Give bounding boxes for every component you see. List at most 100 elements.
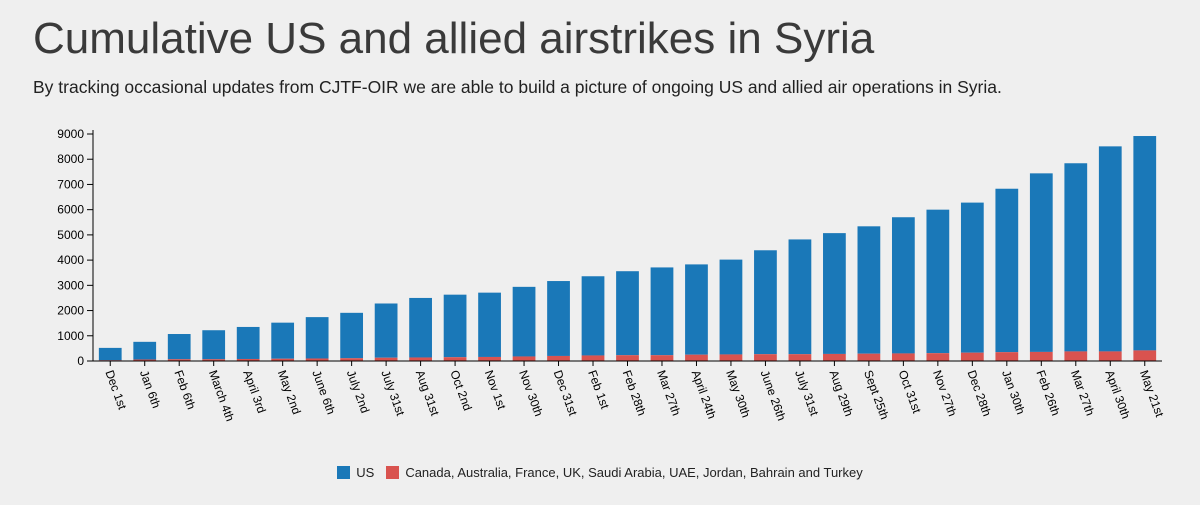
x-tick-label: Feb 26th	[1033, 368, 1062, 417]
bar-us	[167, 334, 191, 360]
bar-us	[926, 209, 950, 354]
x-tick-label: June 26th	[758, 368, 789, 422]
x-tick-label: Nov 1st	[482, 368, 509, 412]
bar-allies	[1098, 351, 1122, 361]
bar-us	[685, 264, 708, 355]
x-tick-label: Mar 27th	[1068, 368, 1097, 417]
bar-allies	[616, 355, 639, 361]
x-tick-label: Feb 6th	[171, 368, 198, 411]
x-tick-label: April 3rd	[240, 368, 268, 415]
bar-allies	[443, 357, 467, 361]
bar-us	[650, 267, 674, 356]
x-tick-label: Oct 2nd	[447, 368, 475, 412]
bar-us	[823, 233, 846, 354]
bar-allies	[1029, 351, 1053, 361]
bar-us	[512, 286, 536, 357]
x-tick-label: Nov 27th	[930, 368, 960, 418]
bar-us	[1133, 136, 1157, 351]
bar-us	[891, 217, 915, 354]
x-tick-label: Jan 6th	[137, 368, 164, 410]
bar-us	[340, 312, 364, 359]
x-tick-label: Dec 31st	[551, 368, 581, 418]
stacked-bar-chart: 0 1000 2000 3000 4000 5000 6000 7000 8000 9000 De…	[57, 127, 1167, 423]
x-tick-label: May 2nd	[275, 368, 304, 416]
bar-allies	[891, 353, 915, 361]
bar-allies	[788, 354, 812, 361]
x-tick-label: April 24th	[689, 368, 719, 420]
bar-us	[98, 347, 122, 361]
bar-allies	[133, 359, 157, 361]
y-tick-label: 4000	[57, 253, 84, 267]
x-tick-label: March 4th	[206, 368, 237, 423]
bar-us	[271, 322, 295, 359]
x-tick-label: July 31st	[792, 368, 822, 418]
bar-us	[374, 303, 398, 358]
bar-us	[443, 294, 467, 358]
bar-us	[547, 281, 570, 356]
x-tick-label: Feb 1st	[585, 368, 612, 411]
x-tick-label: Dec 1st	[102, 368, 129, 412]
y-tick-label: 6000	[57, 203, 84, 217]
legend-swatch-us	[337, 466, 351, 479]
bar-allies	[685, 354, 708, 361]
bar-allies	[374, 357, 398, 361]
x-tick-label: July 31st	[378, 368, 408, 418]
bar-allies	[719, 354, 743, 361]
x-tick-label: July 2nd	[344, 368, 372, 415]
bar-us	[1064, 163, 1088, 352]
bar-us	[616, 271, 639, 356]
bar-us	[857, 226, 881, 354]
x-tick-label: June 6th	[309, 368, 338, 416]
legend-swatch-allies	[386, 466, 400, 479]
bar-us	[202, 330, 226, 360]
x-axis: Dec 1st Jan 6th Feb 6th March 4th April 3rd M…	[93, 360, 1167, 423]
bar-allies	[995, 352, 1019, 361]
bar-allies	[236, 358, 260, 361]
bar-us	[409, 297, 432, 358]
y-axis: 0 1000 2000 3000 4000 5000 6000 7000 8000 9000	[57, 127, 94, 368]
x-tick-label: Sept 25th	[861, 368, 892, 421]
bar-allies	[1064, 351, 1088, 361]
chart-title: Cumulative US and allied airstrikes in S…	[33, 14, 875, 63]
y-tick-label: 1000	[57, 329, 84, 343]
bar-allies	[581, 355, 605, 361]
bar-us	[305, 317, 329, 359]
bar-allies	[823, 353, 846, 361]
bar-us	[788, 239, 812, 355]
y-tick-label: 8000	[57, 152, 84, 166]
x-tick-label: Nov 30th	[516, 368, 546, 418]
x-tick-label: Mar 27th	[654, 368, 683, 417]
bar-us	[581, 276, 605, 356]
bar-allies	[960, 352, 984, 361]
y-tick-label: 3000	[57, 278, 84, 292]
legend: US Canada, Australia, France, UK, Saudi …	[0, 465, 1200, 480]
legend-item-allies: Canada, Australia, France, UK, Saudi Ara…	[386, 465, 863, 480]
bar-us	[133, 341, 157, 360]
x-tick-label: Jan 30th	[999, 368, 1028, 416]
legend-label-allies: Canada, Australia, France, UK, Saudi Ara…	[405, 465, 863, 480]
x-tick-label: April 30th	[1102, 368, 1132, 420]
bar-allies	[202, 359, 226, 361]
bar-allies	[650, 355, 674, 361]
bar-allies	[167, 359, 191, 361]
bar-us	[754, 250, 777, 355]
bar-allies	[409, 357, 432, 361]
bar-us	[1029, 173, 1053, 352]
legend-item-us: US	[337, 465, 374, 480]
x-tick-label: Dec 28th	[965, 368, 995, 418]
bar-allies	[1133, 350, 1157, 361]
y-tick-label: 5000	[57, 228, 84, 242]
bar-us	[478, 292, 501, 357]
bar-us	[719, 259, 743, 355]
bars	[98, 136, 1157, 361]
bar-allies	[340, 358, 364, 361]
bar-allies	[857, 353, 881, 361]
bar-allies	[547, 355, 570, 361]
chart-subtitle: By tracking occasional updates from CJTF…	[33, 77, 1002, 97]
bar-us	[236, 326, 260, 359]
bar-allies	[271, 358, 295, 361]
bar-allies	[512, 356, 536, 361]
bar-us	[960, 202, 984, 353]
x-tick-label: Aug 31st	[413, 368, 443, 418]
x-tick-label: May 21st	[1137, 368, 1167, 419]
